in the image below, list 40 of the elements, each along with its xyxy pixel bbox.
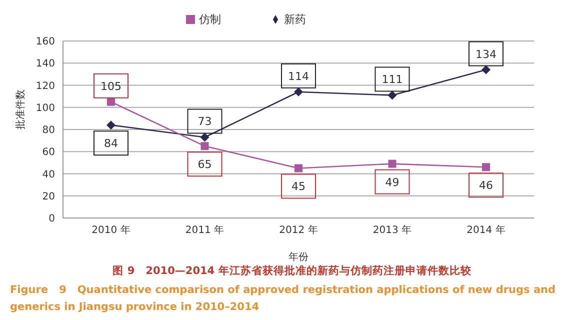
point <box>294 164 302 172</box>
point <box>482 65 490 74</box>
data-label: 111 <box>382 73 403 86</box>
data-label: 105 <box>100 80 122 93</box>
data-label: 84 <box>104 137 118 150</box>
y-tick-label: 40 <box>42 169 55 180</box>
y-tick-label: 120 <box>36 80 55 92</box>
y-tick-label: 60 <box>42 147 55 158</box>
point <box>200 132 210 142</box>
point <box>482 163 490 172</box>
x-tick-label: 2011 年 <box>185 224 224 236</box>
data-label: 45 <box>292 180 306 194</box>
x-tick-label: 2012 年 <box>279 224 318 236</box>
legend-label: 新药 <box>284 13 306 26</box>
data-label: 46 <box>479 179 493 192</box>
y-tick-label: 80 <box>42 125 55 136</box>
point <box>106 120 116 130</box>
data-label: 73 <box>198 115 212 128</box>
caption: 图 9 2010—2014 年江苏省获得批准的新药与仿制药注册申请件数比较 <box>112 264 472 279</box>
y-axis-title: 批准件数 <box>14 90 27 130</box>
point <box>200 142 209 150</box>
data-label: 134 <box>476 48 496 61</box>
y-tick-label: 160 <box>36 36 55 48</box>
data-label: 49 <box>385 176 400 189</box>
x-tick-label: 2014 年 <box>466 224 506 236</box>
point <box>388 90 397 100</box>
y-tick-label: 100 <box>36 102 55 114</box>
x-tick-label: 2010 年 <box>92 224 130 236</box>
y-tick-label: 140 <box>36 58 55 70</box>
y-tick-label: 0 <box>48 214 55 225</box>
point <box>388 160 396 168</box>
y-tick-label: 20 <box>42 191 55 202</box>
data-label: 65 <box>198 158 212 172</box>
x-axis-title: 年份 <box>288 251 308 263</box>
data-label: 114 <box>288 70 309 83</box>
caption: Figure 9 Quantitative comparison of approved registration applications of new drugs and generics in Jiangsu province in 2010–2014 <box>9 283 557 315</box>
legend-label: 仿制 <box>199 13 221 26</box>
point <box>107 98 115 106</box>
x-tick-label: 2013 年 <box>372 224 412 236</box>
point <box>294 87 303 96</box>
